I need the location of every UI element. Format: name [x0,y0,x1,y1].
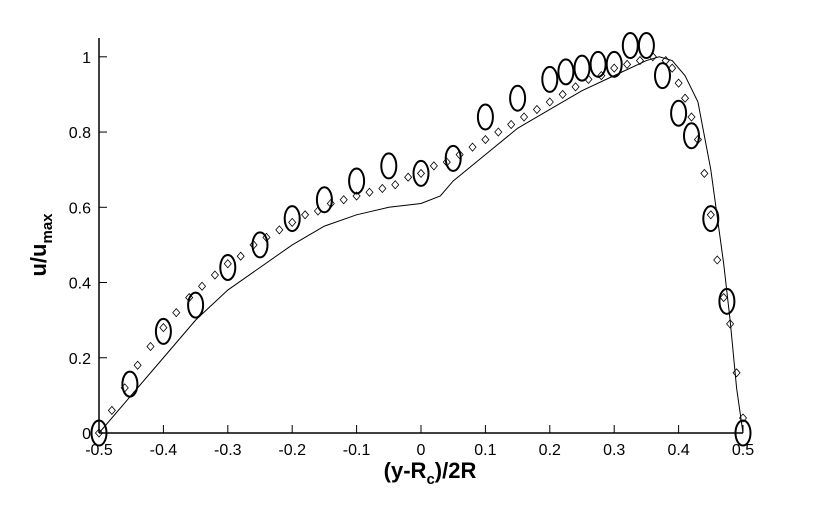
circle-point [154,317,172,345]
circle-point [315,186,333,214]
diamond-point [668,63,677,73]
circle-point [589,50,607,78]
diamond-point [378,183,387,194]
circle-point [605,50,623,78]
x-tick-label: 0 [417,442,426,459]
x-tick-label: 0.1 [474,442,496,459]
diamond-point [288,217,297,227]
diamond-point [236,251,245,261]
diamond-point [700,168,709,179]
diamond-point [635,55,644,66]
circle-point [121,370,139,398]
diamond-point [146,341,155,352]
diamond-point [404,172,413,182]
diamond-point [429,161,438,171]
circle-point [444,144,462,172]
diamond-point [674,78,683,88]
line [98,56,744,434]
diamond-point [339,195,348,205]
circle-point [509,84,527,112]
diamond-point [275,225,284,235]
y-tick-label: 0.8 [69,125,91,142]
diamond-point [623,59,632,69]
diamond-point [706,210,715,220]
y-tick-label: 0.2 [69,351,91,368]
diamond-point [687,112,696,122]
circle-point [283,205,301,233]
diamond-point [732,368,741,378]
x-label-sub: c [426,471,434,488]
circle-point [251,231,269,259]
x-tick-label: -0.1 [343,442,371,459]
circle-point [718,287,736,315]
circle-point [670,99,688,127]
diamond-point [301,210,310,220]
x-tick-label: 0.4 [667,442,689,459]
diamond-point [172,308,181,318]
x-tick-label: -0.5 [85,442,113,459]
circle-point [476,103,494,131]
diamond-point [507,119,516,130]
diamond-point [391,180,400,190]
circle-point [573,54,591,82]
diamond-point [416,168,426,179]
diamond-point [94,428,104,438]
x-label-part: )/2R [435,458,477,483]
circle-point [541,65,559,93]
diamond-point [681,93,690,103]
diamond-point [455,150,464,160]
circle-point [412,159,430,187]
circle-point [380,152,398,180]
circle-point [219,253,237,281]
circle-point [621,32,639,60]
circle-point [682,122,700,150]
x-tick-label: 0.5 [732,442,754,459]
circle-point [734,419,752,447]
y-label-part: u/u [26,244,51,277]
y-tick-label: 1 [82,50,91,67]
diamond-point [352,191,361,201]
x-tick-label: -0.2 [278,442,306,459]
diamond-point [365,187,374,197]
diamond-point [159,323,168,333]
diamond-point [133,360,142,370]
circle-point [557,58,575,86]
diamond-point [520,112,529,122]
diamond-point [713,255,722,265]
diamond-point [738,413,748,423]
y-tick-label: 0.4 [69,276,91,293]
circle-point [348,167,366,195]
diamond-point [481,134,490,145]
diamond-point [532,104,541,115]
x-label-part: (y-R [384,458,427,483]
diamond-point [610,63,619,73]
x-tick-label: 0.3 [603,442,625,459]
circle-point [637,32,655,60]
y-axis-label: u/umax [26,213,56,277]
diamond-point [107,405,116,416]
x-axis-label: (y-Rc)/2R [384,458,477,488]
circle-point [654,62,671,90]
diamond-point [719,292,728,303]
circle-point [187,291,205,319]
diamond-point [558,89,567,100]
diamond-point [210,270,219,280]
diamond-point [545,97,554,107]
circle-point [702,205,720,233]
diamond-point [223,259,232,269]
x-tick-label: -0.4 [150,442,178,459]
x-tick-label: 0.2 [539,442,561,459]
diamond-point [468,142,477,152]
x-tick-label: -0.3 [214,442,242,459]
y-label-sub: max [39,213,56,244]
diamond-point [198,281,207,291]
diamond-point [571,82,580,92]
circle-point [90,419,108,447]
y-tick-label: 0.6 [69,200,91,217]
diamond-point [726,319,735,329]
diamond-point [494,127,503,137]
y-tick-label: 0 [82,426,91,443]
